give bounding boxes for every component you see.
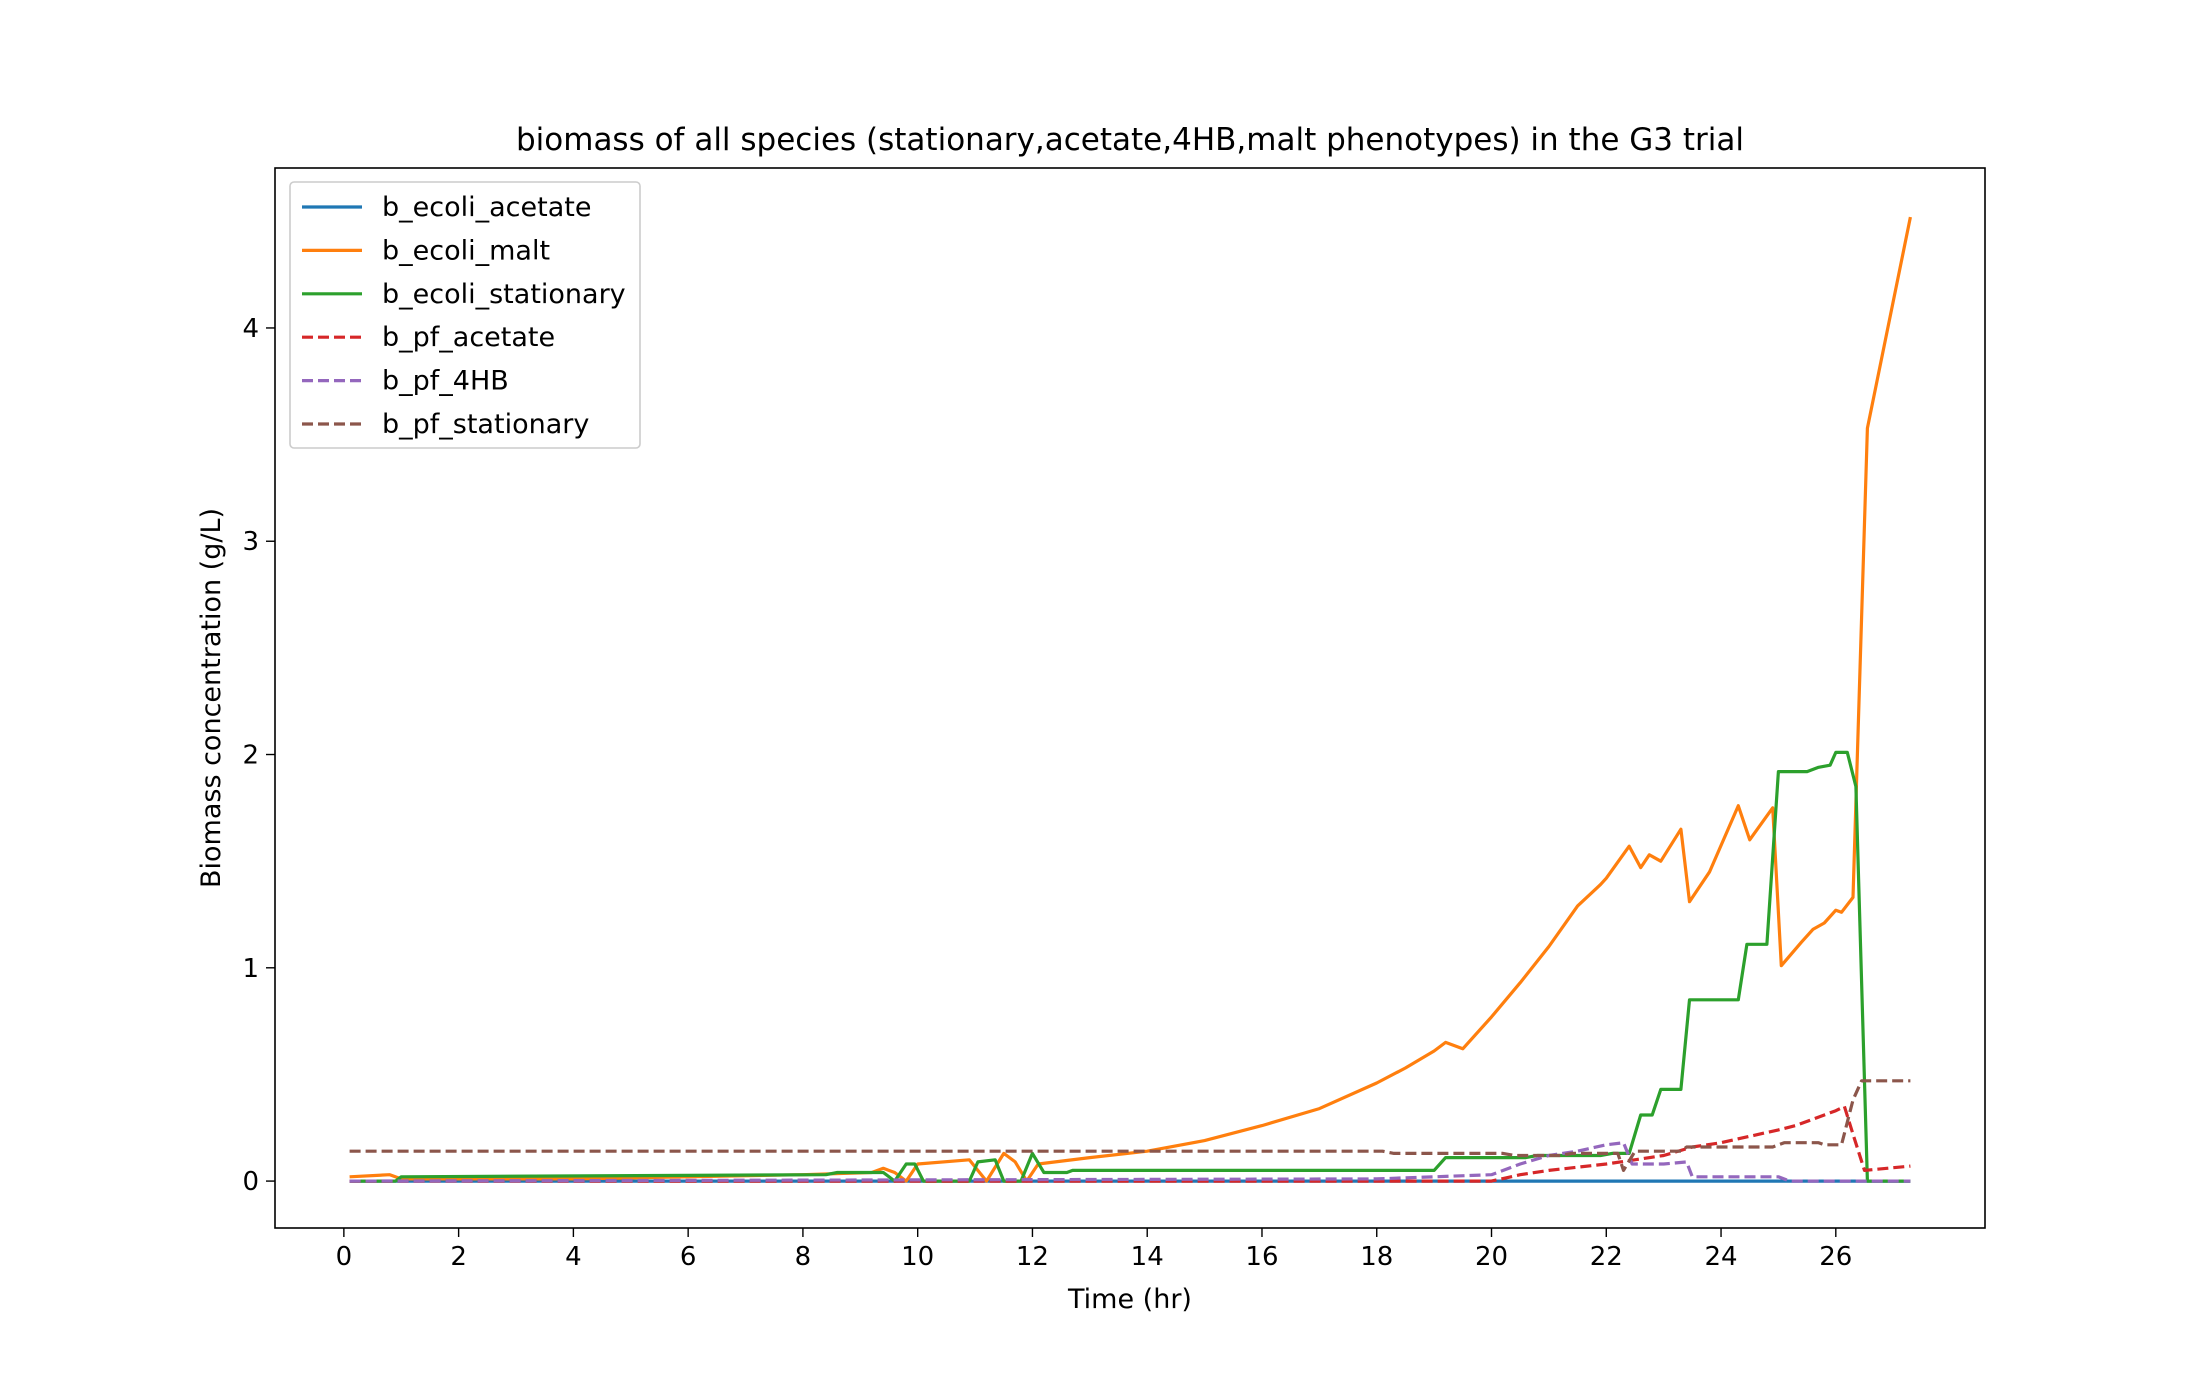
y-tick-label: 4	[242, 314, 259, 344]
y-tick-label: 1	[242, 954, 259, 984]
x-tick-label: 0	[336, 1242, 353, 1272]
series-line-b-pf-stationary	[349, 1079, 1911, 1173]
x-axis-label: Time (hr)	[1067, 1284, 1192, 1315]
x-tick-label: 10	[901, 1242, 934, 1272]
legend-label: b_pf_acetate	[382, 322, 555, 353]
legend-label: b_ecoli_malt	[382, 235, 550, 266]
legend-label: b_ecoli_acetate	[382, 192, 591, 223]
series-line-b-ecoli-stationary	[349, 750, 1911, 1183]
x-tick-label: 22	[1590, 1242, 1623, 1272]
x-tick-label: 24	[1704, 1242, 1737, 1272]
x-tick-label: 26	[1819, 1242, 1852, 1272]
x-tick-label: 16	[1245, 1242, 1278, 1272]
x-tick-label: 12	[1016, 1242, 1049, 1272]
x-tick-label: 18	[1360, 1242, 1393, 1272]
legend-frame	[289, 181, 641, 449]
y-tick-label: 3	[242, 527, 259, 557]
series-line-b-pf-4HB	[349, 1141, 1911, 1183]
legend-label: b_pf_stationary	[382, 409, 589, 440]
y-tick-label: 0	[242, 1167, 259, 1197]
x-tick-label: 20	[1475, 1242, 1508, 1272]
legend-label: b_pf_4HB	[382, 366, 509, 397]
y-tick-label: 2	[242, 741, 259, 771]
chart-title: biomass of all species (stationary,aceta…	[516, 122, 1744, 158]
y-axis-label: Biomass concentration (g/L)	[196, 508, 227, 888]
legend: b_ecoli_acetate b_ecoli_malt b_ecoli_stati…	[289, 181, 641, 449]
x-tick-label: 2	[450, 1242, 467, 1272]
x-tick-label: 6	[680, 1242, 697, 1272]
series-group	[349, 216, 1912, 1183]
legend-label: b_ecoli_stationary	[382, 279, 626, 310]
plot-frame	[274, 167, 1986, 1229]
x-tick-label: 4	[565, 1242, 582, 1272]
x-tick-label: 14	[1131, 1242, 1164, 1272]
x-tick-label: 8	[795, 1242, 812, 1272]
series-line-b-ecoli-malt	[349, 216, 1912, 1183]
series-line-b-pf-acetate	[349, 1104, 1911, 1183]
